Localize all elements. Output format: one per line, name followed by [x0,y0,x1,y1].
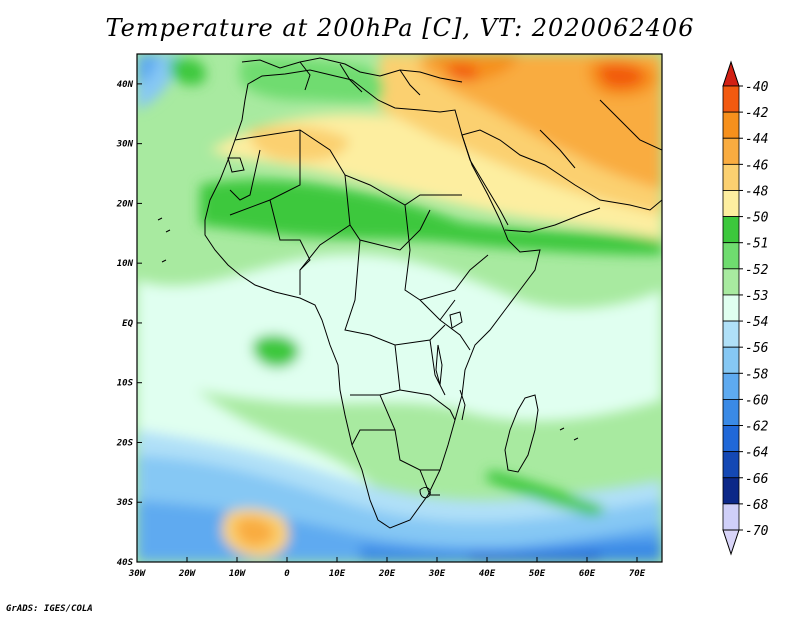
colorbar-segment [722,242,740,270]
x-tick-label: 10W [229,569,247,579]
x-tick-label: 20W [178,569,197,579]
colorbar-label: -42 [745,106,769,121]
x-tick-label: 30W [128,569,147,579]
colorbar-segment [722,425,740,453]
y-tick-label: 10N [117,259,134,269]
colorbar-segment [722,451,740,479]
map-title: Temperature at 200hPa [C], VT: 202006240… [105,14,695,42]
y-tick-label: 30N [116,140,134,150]
colorbar-segment [722,503,740,531]
colorbar-label: -48 [745,184,769,199]
colorbar-label: -54 [745,315,768,330]
x-tick-label: 60E [579,569,596,579]
x-tick-label: 0 [284,569,290,579]
colorbar-top-cap [722,60,740,87]
colorbar-segment [722,268,740,296]
coastlines [157,57,662,529]
colorbar-segment [722,163,740,191]
colorbar-label: -68 [745,498,769,513]
colorbar-label: -51 [745,237,768,252]
colorbar-label: -62 [745,420,769,435]
colorbar-segment [722,399,740,426]
colorbar-segment [722,216,740,244]
colorbar-label: -40 [745,80,769,95]
x-tick-label: 40E [479,569,496,579]
colorbar-label: -60 [745,393,769,408]
x-tick-label: 10E [329,569,346,579]
colorbar-segment [722,190,740,217]
colorbar-segment [722,320,740,348]
colorbar-label: -44 [745,132,768,147]
x-tick-label: 20E [378,569,396,579]
x-tick-label: 70E [629,569,646,579]
y-tick-label: 20N [116,199,134,209]
y-tick-label: 40N [117,80,134,90]
colorbar-label: -56 [745,341,769,356]
y-tick-label: EQ [122,319,133,329]
x-tick-label: 50E [529,569,546,579]
colorbar-segment [722,294,740,322]
colorbar-label: -66 [745,472,769,487]
colorbar-segment [722,85,740,113]
colorbar: -40 -42 -44 -46 -48 -50 -51 -52 -53 -54 -56 -58 -60 -… [722,60,769,556]
y-tick-label: 40S [117,558,134,568]
y-tick-label: 10S [117,379,134,389]
x-tick-label: 30E [428,569,446,579]
colorbar-segment [722,372,740,400]
colorbar-label: -50 [745,211,769,226]
colorbar-label: -70 [745,524,769,539]
y-tick-label: 20S [116,438,134,448]
credit-label: GrADS: IGES/COLA [6,604,93,614]
colorbar-label: -53 [745,289,768,304]
colorbar-label: -46 [745,158,769,173]
colorbar-bottom-cap [722,529,740,556]
colorbar-label: -58 [745,367,769,382]
colorbar-label: -52 [745,263,769,278]
plot-frame [136,53,663,563]
y-tick-label: 30S [116,498,134,508]
colorbar-segment [722,137,740,165]
colorbar-segment [722,111,740,139]
colorbar-label: -64 [745,446,768,461]
colorbar-segment [722,477,740,505]
temperature-field [137,54,662,562]
colorbar-segment [722,346,740,374]
axis-ticks: 30W 20W 10W 0 10E 20E 30E 40E 50E 60E 70E 40N 30N 20N… [116,80,646,579]
